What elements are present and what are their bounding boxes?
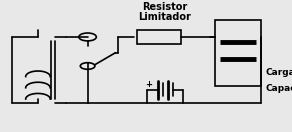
Text: Resistor: Resistor [142, 2, 187, 12]
Text: Capacitiva: Capacitiva [266, 84, 292, 93]
Bar [215, 20, 261, 86]
Text: +: + [145, 80, 152, 89]
Bar [137, 30, 181, 44]
Text: Carga: Carga [266, 68, 292, 77]
Text: Limitador: Limitador [138, 12, 192, 22]
